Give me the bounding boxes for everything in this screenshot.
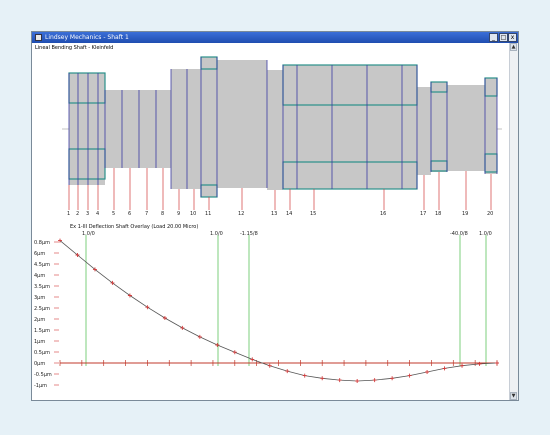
shaft-segment [201, 57, 217, 197]
deflection-point [320, 376, 325, 381]
node-label: 7 [145, 211, 148, 217]
node-label: 16 [380, 211, 386, 217]
window-subtitle: Lineal Bending Shaft - Kleinfeld [35, 45, 114, 51]
node-label: 13 [271, 211, 277, 217]
node-label-row: 1 2 3 4 5 6 7 8 9 10 11 12 13 14 15 16 1… [67, 211, 493, 217]
shaft-segment [217, 60, 267, 188]
deflection-point [442, 366, 447, 371]
shaft-segment [267, 70, 283, 190]
y-tick-label: 3μm [34, 295, 45, 301]
shaft-segment [447, 85, 485, 171]
guide-marker-label: 1.0/0 [210, 231, 223, 237]
shaft-segment [283, 65, 417, 189]
node-label: 14 [286, 211, 292, 217]
maximize-button[interactable]: □ [499, 33, 508, 42]
node-label: 9 [177, 211, 180, 217]
vertical-scrollbar[interactable]: ▲ ▼ [509, 43, 518, 400]
node-label: 17 [420, 211, 426, 217]
shaft-segment [171, 69, 201, 189]
shaft-segment [417, 87, 431, 175]
node-label: 11 [205, 211, 211, 217]
scroll-up-button[interactable]: ▲ [510, 43, 517, 51]
y-tick-label: 4.5μm [34, 262, 50, 268]
y-tick-label: 2.5μm [34, 306, 50, 312]
node-label: 2 [76, 211, 79, 217]
deflection-point [215, 343, 220, 347]
deflection-point [58, 238, 62, 243]
deflection-point [75, 253, 80, 257]
title-bar[interactable]: Lindsey Mechanics - Shaft 1 _ □ x [32, 32, 518, 43]
deflection-point [145, 305, 150, 310]
deflection-point [495, 361, 499, 365]
deflection-point [92, 267, 97, 272]
node-label: 12 [238, 211, 244, 217]
guide-marker-label: 1.0/0 [479, 231, 492, 237]
node-label: 15 [310, 211, 316, 217]
guide-marker-label: 1.0/0 [82, 231, 95, 237]
y-tick-label: 4μm [34, 273, 45, 279]
y-tick-label: 0μm [34, 361, 45, 367]
y-tick-label: -1μm [34, 383, 47, 389]
deflection-point [127, 293, 132, 298]
shaft-segment [69, 73, 105, 185]
node-label: 5 [112, 211, 115, 217]
deflection-point [180, 325, 185, 330]
deflection-point [460, 363, 465, 368]
guide-marker-label: -1.15/8 [240, 231, 258, 237]
deflection-line [59, 240, 498, 382]
y-axis: 0.8μm 6μm 4.5μm 4μm 3.5μm 3μm 2.5μm 2μm … [34, 240, 59, 389]
y-tick-label: 3.5μm [34, 284, 50, 290]
y-tick-label: 1.5μm [34, 328, 50, 334]
y-tick-label: 6μm [34, 251, 45, 257]
y-tick-label: 0.5μm [34, 350, 50, 356]
deflection-curve [58, 238, 499, 383]
guide-marker-label: -40.0/8 [450, 231, 468, 237]
y-tick-label: 0.8μm [34, 240, 50, 246]
deflection-point [162, 316, 167, 320]
guide-lines: 1.0/0 1.0/0 -1.15/8 -40.0/8 1.0/0 [82, 231, 492, 366]
deflection-point [302, 373, 307, 378]
shaft-diagram [62, 56, 502, 210]
node-label: 19 [462, 211, 468, 217]
deflection-point [477, 361, 482, 366]
scroll-down-button[interactable]: ▼ [510, 392, 517, 400]
deflection-point [407, 373, 412, 378]
y-tick-label: 1μm [34, 339, 45, 345]
drawing-canvas: 1 2 3 4 5 6 7 8 9 10 11 12 13 14 15 16 1… [34, 56, 502, 389]
deflection-point [390, 376, 395, 381]
window-title: Lindsey Mechanics - Shaft 1 [45, 34, 129, 41]
deflection-point [355, 379, 360, 383]
deflection-point [267, 363, 272, 368]
deflection-point [425, 370, 430, 374]
node-label: 4 [96, 211, 99, 217]
plot-title: Ex 1-III Deflection Shaft Overlay (Load … [70, 224, 198, 230]
deflection-point [285, 369, 290, 374]
node-label: 18 [435, 211, 441, 217]
baseline-ticks [59, 360, 498, 366]
node-label: 6 [128, 211, 131, 217]
deflection-point [337, 378, 342, 383]
close-button[interactable]: x [508, 33, 517, 42]
y-tick-label: -0.5μm [34, 372, 52, 378]
node-label: 10 [190, 211, 196, 217]
deflection-point [372, 378, 377, 383]
app-window: Lindsey Mechanics - Shaft 1 _ □ x Lineal… [31, 31, 519, 401]
node-label: 20 [487, 211, 493, 217]
node-label: 1 [67, 211, 70, 217]
app-icon [35, 34, 42, 41]
shaft-segment [485, 78, 497, 174]
node-label: 3 [86, 211, 89, 217]
deflection-point [197, 334, 202, 339]
deflection-point [110, 280, 115, 285]
minimize-button[interactable]: _ [489, 33, 498, 42]
shaft-segment [431, 82, 447, 172]
shaft-segment [105, 90, 171, 168]
node-label: 8 [161, 211, 164, 217]
deflection-point [232, 350, 237, 355]
y-tick-label: 2μm [34, 317, 45, 323]
deflection-point [250, 357, 255, 362]
node-leaders [68, 168, 492, 210]
